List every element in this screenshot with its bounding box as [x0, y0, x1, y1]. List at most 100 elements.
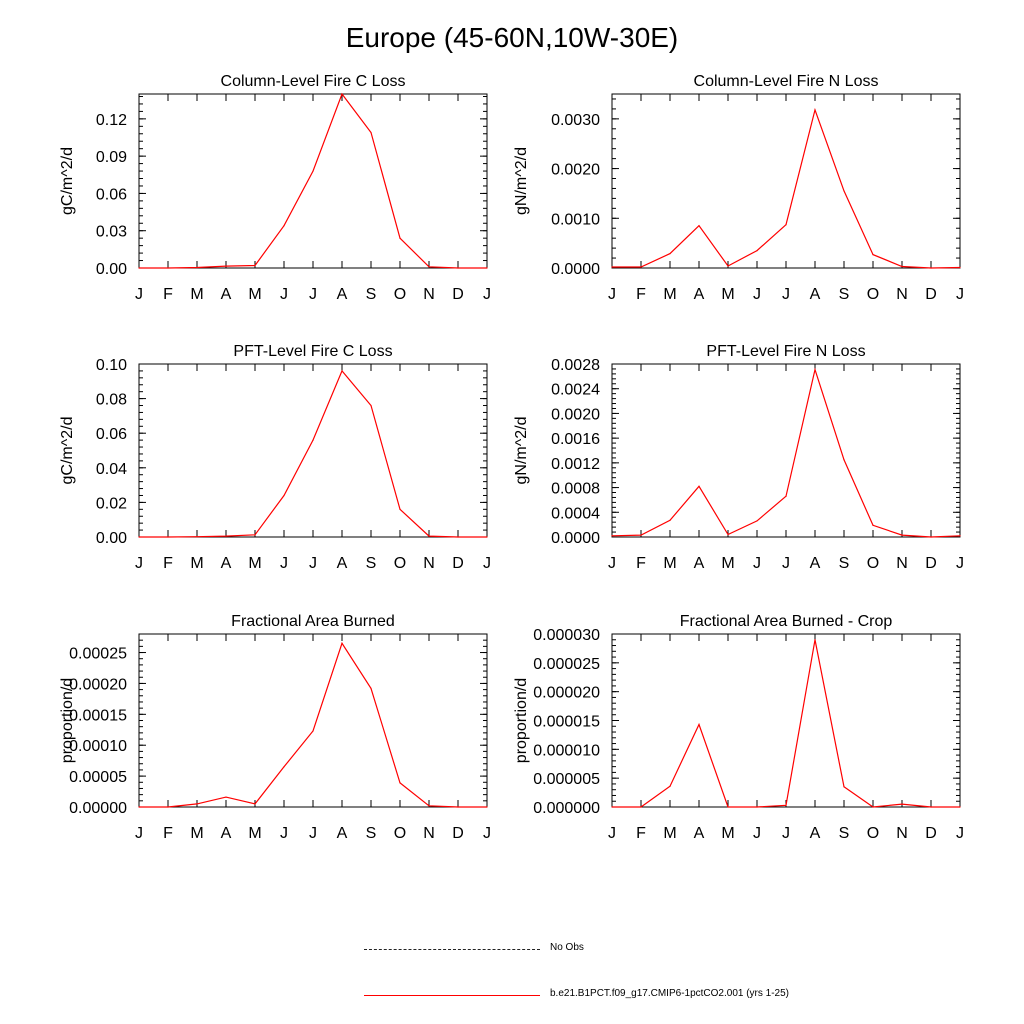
y-axis-label: gN/m^2/d: [513, 147, 530, 215]
x-tick-label: J: [280, 555, 288, 572]
x-tick-label: J: [608, 825, 616, 842]
x-tick-label: A: [694, 286, 705, 303]
x-tick-label: A: [221, 286, 232, 303]
series-line: [139, 641, 487, 808]
data-point: [814, 109, 816, 111]
y-tick-label: 0.000015: [533, 714, 600, 731]
x-tick-label: A: [337, 825, 348, 842]
data-point: [225, 535, 227, 537]
data-point: [399, 237, 401, 239]
x-tick-label: M: [248, 286, 261, 303]
x-tick-label: J: [483, 555, 491, 572]
data-point: [486, 536, 488, 538]
x-tick-label: J: [483, 286, 491, 303]
data-point: [785, 804, 787, 806]
x-tick-label: O: [867, 825, 879, 842]
data-point: [843, 786, 845, 788]
x-tick-label: F: [163, 825, 173, 842]
data-point: [959, 806, 961, 808]
x-tick-label: F: [636, 286, 646, 303]
data-point: [457, 536, 459, 538]
data-point: [698, 485, 700, 487]
data-point: [254, 264, 256, 267]
x-tick-label: M: [721, 555, 734, 572]
data-point: [930, 536, 932, 538]
data-point: [611, 266, 613, 268]
x-tick-label: S: [839, 555, 850, 572]
y-tick-label: 0.00025: [69, 646, 127, 663]
y-tick-label: 0.12: [96, 112, 127, 129]
x-tick-label: A: [221, 555, 232, 572]
x-tick-label: J: [280, 825, 288, 842]
y-tick-label: 0.0008: [551, 481, 600, 498]
x-tick-label: N: [423, 555, 435, 572]
x-tick-label: O: [394, 825, 406, 842]
data-point: [727, 806, 729, 808]
data-point: [814, 639, 816, 641]
data-point: [611, 806, 613, 808]
series-line: [612, 639, 960, 808]
y-tick-label: 0.0016: [551, 431, 600, 448]
x-tick-label: J: [956, 825, 964, 842]
panel-title: Fractional Area Burned: [231, 613, 395, 630]
x-tick-label: J: [782, 555, 790, 572]
data-point: [341, 370, 343, 372]
panel-title: Column-Level Fire N Loss: [694, 73, 879, 90]
x-tick-label: J: [956, 286, 964, 303]
panel-title: PFT-Level Fire C Loss: [233, 343, 392, 360]
plot-frame: [138, 93, 488, 269]
x-tick-label: J: [753, 825, 761, 842]
legend-item-model-run: b.e21.B1PCT.f09_g17.CMIP6-1pctCO2.001 (y…: [360, 986, 960, 1006]
y-axis-label: proportion/d: [59, 678, 76, 763]
data-point: [785, 495, 787, 497]
x-tick-label: S: [366, 825, 377, 842]
data-point: [167, 536, 169, 538]
legend-label: b.e21.B1PCT.f09_g17.CMIP6-1pctCO2.001 (y…: [550, 988, 790, 999]
x-tick-label: J: [483, 825, 491, 842]
y-tick-label: 0.00: [96, 261, 127, 278]
data-point: [611, 535, 613, 537]
data-point: [428, 805, 430, 807]
data-point: [370, 687, 372, 689]
data-point: [457, 806, 459, 808]
x-tick-label: A: [694, 825, 705, 842]
data-point: [254, 534, 256, 536]
data-point: [196, 266, 198, 269]
x-tick-label: J: [608, 555, 616, 572]
y-tick-label: 0.0020: [551, 162, 600, 179]
x-tick-label: N: [896, 825, 908, 842]
x-tick-label: F: [163, 555, 173, 572]
data-point: [399, 782, 401, 784]
x-tick-label: F: [163, 286, 173, 303]
x-tick-label: J: [309, 286, 317, 303]
data-point: [196, 803, 198, 805]
data-point: [138, 267, 140, 269]
x-tick-label: J: [782, 825, 790, 842]
y-tick-label: 0.000020: [533, 685, 600, 702]
data-point: [669, 785, 671, 787]
y-axis-label: gC/m^2/d: [59, 147, 76, 215]
y-tick-label: 0.00020: [69, 676, 127, 693]
data-point: [312, 170, 314, 172]
x-tick-label: J: [956, 555, 964, 572]
data-point: [283, 225, 285, 227]
x-tick-label: O: [394, 555, 406, 572]
y-tick-label: 0.0024: [551, 382, 600, 399]
x-tick-label: D: [452, 555, 464, 572]
data-point: [196, 536, 198, 538]
legend-solid-line: [364, 995, 540, 996]
x-tick-label: M: [663, 825, 676, 842]
x-tick-label: M: [190, 555, 203, 572]
y-tick-label: 0.02: [96, 495, 127, 512]
y-tick-label: 0.0020: [551, 406, 600, 423]
y-tick-label: 0.0000: [551, 261, 600, 278]
y-axis-label: gC/m^2/d: [59, 417, 76, 485]
data-point: [698, 225, 700, 227]
y-tick-label: 0.08: [96, 392, 127, 409]
data-point: [727, 533, 729, 536]
data-point: [872, 524, 874, 526]
